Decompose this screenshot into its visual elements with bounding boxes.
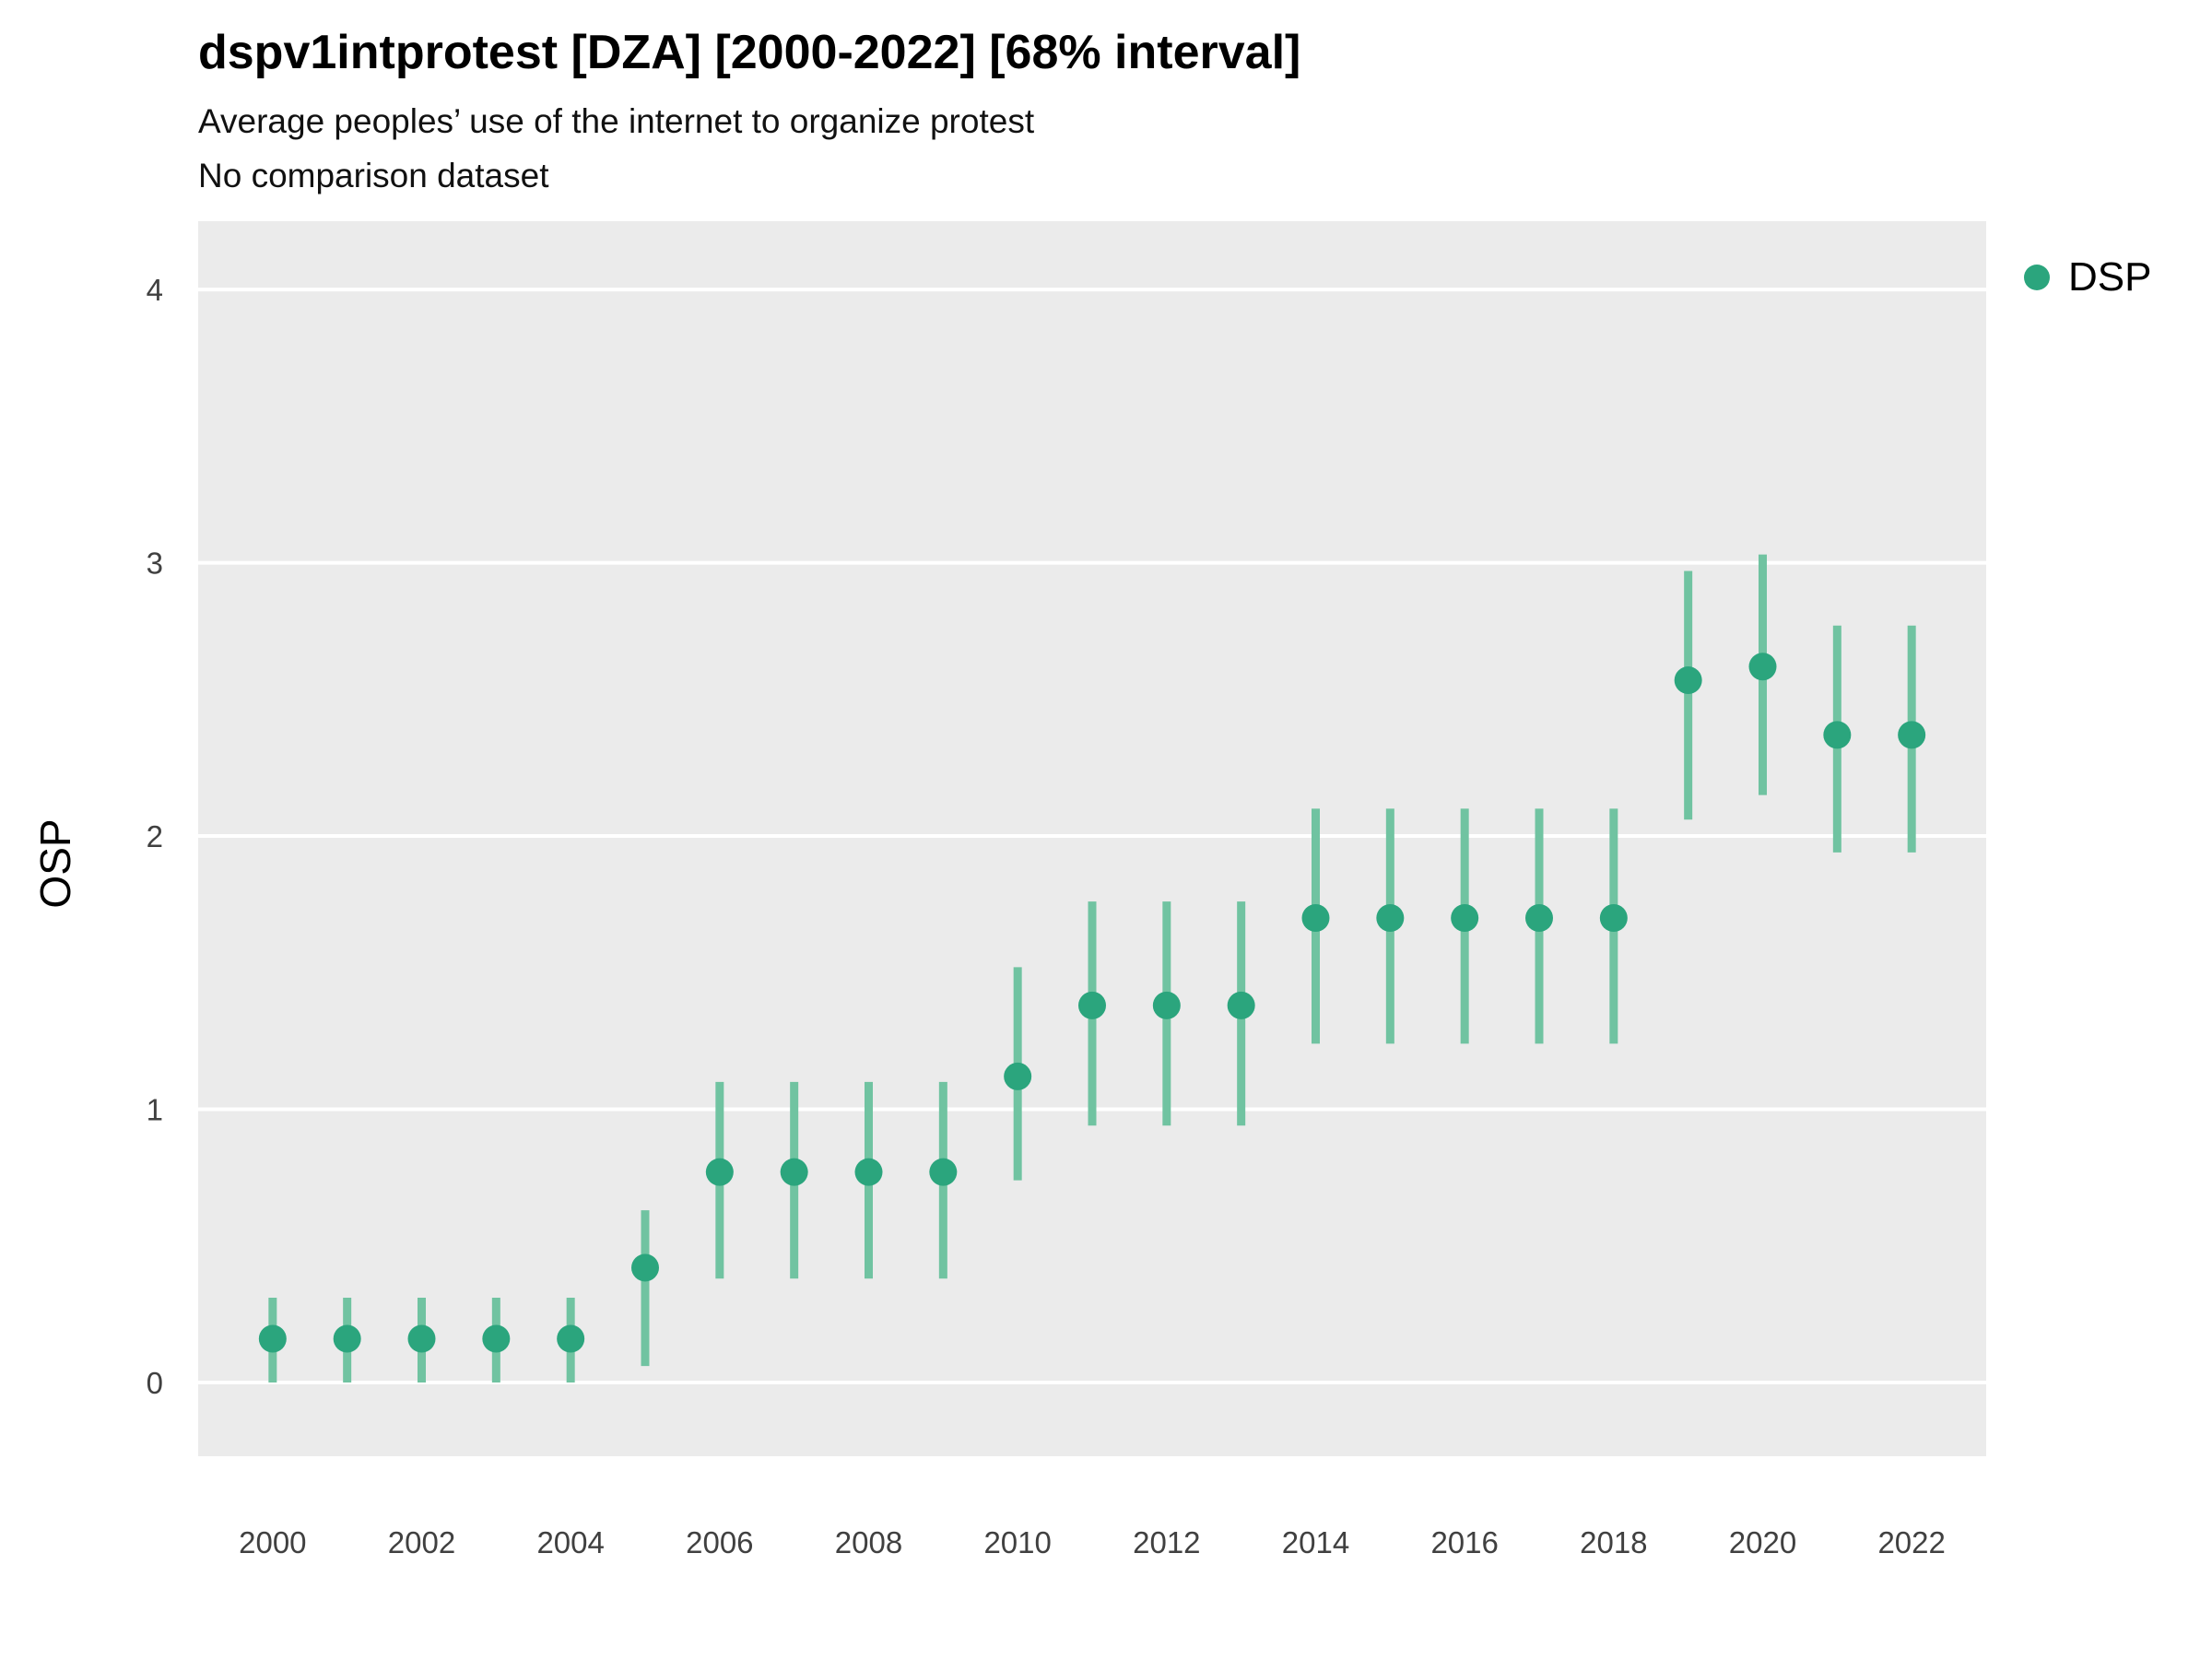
data-point-2013 (1227, 991, 1255, 1019)
data-point-2002 (407, 1324, 436, 1353)
legend: DSP (2024, 254, 2151, 300)
y-tick-label-1: 1 (147, 1092, 163, 1126)
x-tick-label-2018: 2018 (1580, 1525, 1647, 1559)
x-tick-label-2008: 2008 (835, 1525, 902, 1559)
x-tick-label-2010: 2010 (983, 1525, 1051, 1559)
x-tick-label-2004: 2004 (536, 1525, 604, 1559)
data-point-2007 (780, 1158, 808, 1186)
chart-title: dspv1intprotest [DZA] [2000-2022] [68% i… (198, 26, 1301, 79)
data-point-2016 (1451, 903, 1479, 932)
data-point-2012 (1152, 991, 1181, 1019)
data-point-2005 (631, 1253, 659, 1282)
data-point-2014 (1301, 903, 1330, 932)
x-tick-label-2012: 2012 (1133, 1525, 1200, 1559)
data-point-2015 (1376, 903, 1405, 932)
x-tick-label-2022: 2022 (1877, 1525, 1945, 1559)
data-point-2018 (1599, 903, 1628, 932)
data-point-2022 (1898, 721, 1926, 749)
data-point-2008 (854, 1158, 883, 1186)
x-tick-label-2000: 2000 (239, 1525, 306, 1559)
data-point-2011 (1078, 991, 1106, 1019)
data-point-2010 (1004, 1062, 1032, 1090)
data-point-2009 (929, 1158, 958, 1186)
data-point-2020 (1748, 653, 1777, 681)
data-point-2000 (258, 1324, 287, 1353)
data-point-2021 (1823, 721, 1852, 749)
data-point-2019 (1674, 666, 1702, 695)
legend-swatch-dsp (2024, 265, 2050, 290)
x-tick-label-2002: 2002 (388, 1525, 455, 1559)
chart-note: No comparison dataset (198, 157, 549, 195)
y-tick-label-3: 3 (147, 547, 163, 581)
legend-label-dsp: DSP (2068, 254, 2152, 300)
x-tick-label-2014: 2014 (1282, 1525, 1349, 1559)
chart-header: dspv1intprotest [DZA] [2000-2022] [68% i… (198, 26, 1300, 202)
y-tick-label-2: 2 (147, 819, 163, 853)
x-tick-label-2016: 2016 (1430, 1525, 1498, 1559)
plot-panel (198, 221, 1986, 1456)
data-point-2004 (557, 1324, 585, 1353)
y-tick-label-4: 4 (147, 273, 163, 307)
data-point-2003 (482, 1324, 511, 1353)
y-tick-label-0: 0 (147, 1366, 163, 1400)
chart-subtitle: Average peoples’ use of the internet to … (198, 101, 1035, 140)
x-tick-label-2006: 2006 (686, 1525, 753, 1559)
x-tick-label-2020: 2020 (1729, 1525, 1796, 1559)
data-point-2001 (333, 1324, 361, 1353)
data-point-2017 (1525, 903, 1553, 932)
data-point-2006 (705, 1158, 734, 1186)
